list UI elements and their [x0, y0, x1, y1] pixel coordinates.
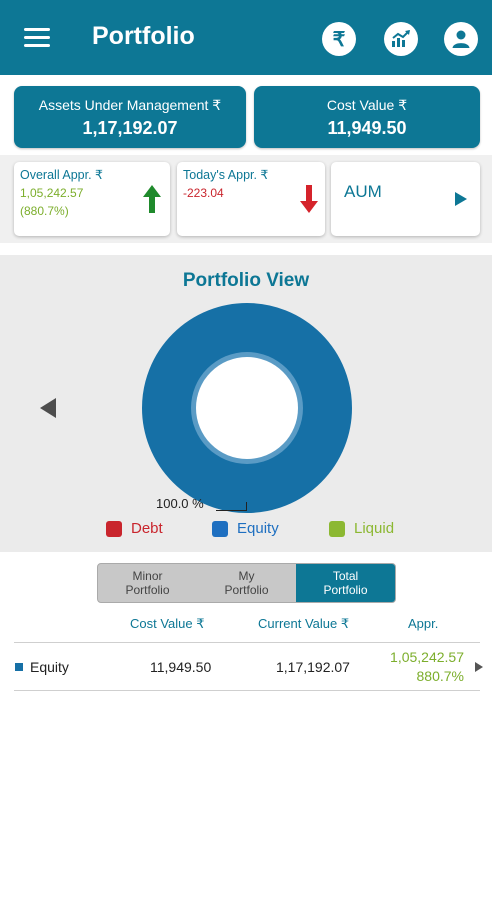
overall-appreciation-card: Overall Appr. ₹ 1,05,242.57 (880.7%)	[14, 162, 170, 236]
today-appreciation-card: Today's Appr. ₹ -223.04	[177, 162, 325, 236]
aum-label: Assets Under Management ₹	[38, 97, 222, 113]
header-appreciation: Appr.	[408, 616, 439, 631]
chart-icon	[392, 30, 410, 47]
down-arrow-icon	[300, 185, 318, 213]
legend-debt: Debt	[106, 520, 163, 537]
aum-summary-card: Assets Under Management ₹ 1,17,192.07	[14, 86, 246, 148]
header-current-value: Current Value ₹	[258, 616, 350, 631]
legend-debt-swatch	[106, 520, 122, 537]
row-cost-value: 11,949.50	[150, 659, 212, 675]
app-bar: Portfolio ₹	[0, 0, 492, 75]
cost-value: 11,949.50	[327, 118, 407, 138]
up-arrow-icon	[143, 185, 161, 213]
slice-leader-line	[216, 502, 247, 511]
cost-value-label: Cost Value ₹	[326, 97, 408, 113]
tab-my-portfolio[interactable]: My Portfolio	[224, 569, 269, 597]
user-icon	[452, 30, 470, 48]
legend-liquid-swatch	[329, 520, 345, 537]
tab-minor-portfolio[interactable]: Minor Portfolio	[125, 569, 170, 597]
play-right-icon	[455, 192, 467, 206]
aum-selector-card[interactable]: AUM	[331, 162, 480, 236]
tab-total-portfolio[interactable]: Total Portfolio	[296, 564, 395, 602]
today-appr-label: Today's Appr. ₹	[183, 168, 269, 182]
rupee-button[interactable]: ₹	[322, 22, 356, 56]
chart-button[interactable]	[384, 22, 418, 56]
portfolio-view-title: Portfolio View	[182, 270, 310, 291]
menu-icon[interactable]	[24, 28, 50, 48]
donut-hole	[196, 357, 298, 459]
table-divider-top	[14, 642, 480, 643]
legend-equity: Equity	[212, 520, 279, 537]
table-divider-bottom	[14, 690, 480, 691]
legend-liquid: Liquid	[329, 520, 394, 537]
legend-debt-label: Debt	[131, 520, 163, 537]
row-current-value: 1,17,192.07	[276, 659, 350, 675]
row-appr-value: 1,05,242.57	[390, 649, 464, 665]
cost-value-card: Cost Value ₹ 11,949.50	[254, 86, 480, 148]
overall-appr-label: Overall Appr. ₹	[20, 168, 103, 182]
aum-value: 1,17,192.07	[82, 118, 178, 138]
portfolio-type-toggle: Minor Portfolio My Portfolio Total Portf…	[97, 563, 396, 603]
row-appr-percent: 880.7%	[416, 668, 464, 684]
legend-equity-swatch	[212, 520, 228, 537]
row-asset-name: Equity	[30, 659, 69, 675]
page-title: Portfolio	[92, 22, 195, 50]
donut-slice-equity	[142, 303, 352, 513]
today-appr-value: -223.04	[183, 186, 224, 200]
row-expand-icon	[475, 662, 483, 672]
rupee-icon: ₹	[332, 28, 346, 51]
equity-bullet-icon	[15, 663, 23, 671]
legend-liquid-label: Liquid	[354, 520, 395, 537]
overall-appr-percent: (880.7%)	[20, 204, 69, 218]
overall-appr-value: 1,05,242.57	[20, 186, 84, 200]
profile-button[interactable]	[444, 22, 478, 56]
aum-selector-label: AUM	[344, 182, 382, 201]
portfolio-donut-chart	[142, 303, 352, 513]
table-row[interactable]: Equity 11,949.50 1,17,192.07 1,05,242.57…	[14, 643, 483, 690]
slice-percent-label: 100.0 %	[156, 496, 204, 511]
previous-chart-arrow-icon[interactable]	[40, 398, 56, 418]
legend-equity-label: Equity	[237, 520, 279, 537]
header-cost-value: Cost Value ₹	[130, 616, 205, 631]
